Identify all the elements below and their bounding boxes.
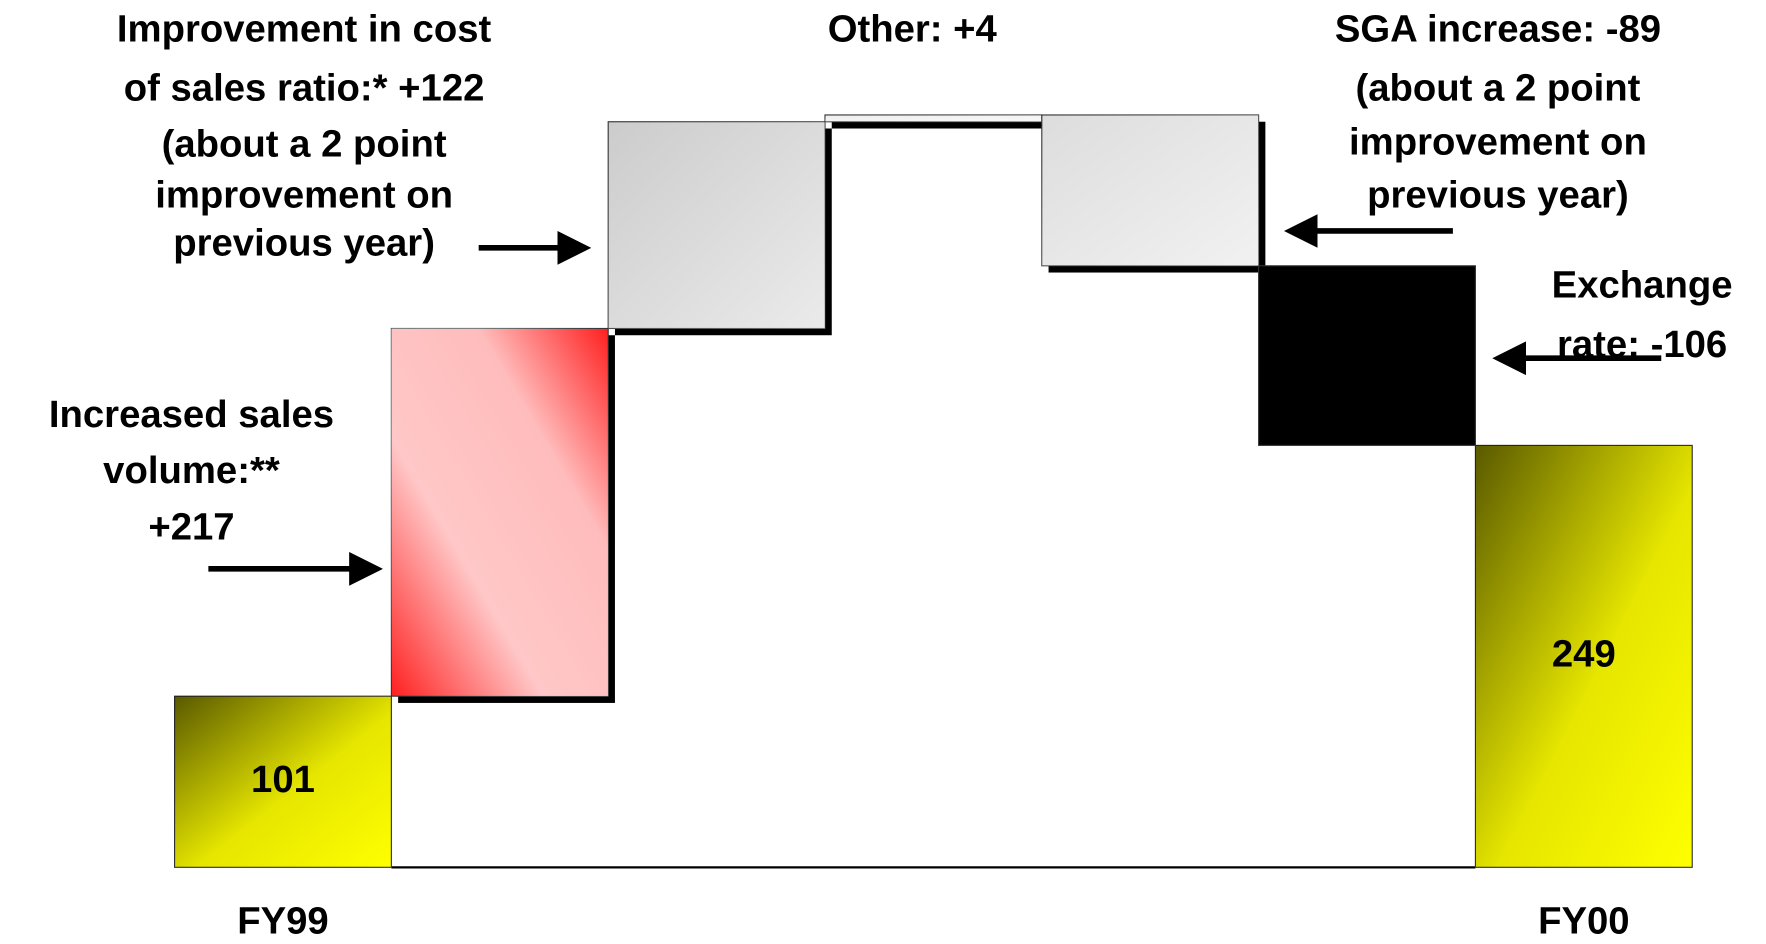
annotation: previous year) bbox=[173, 222, 435, 265]
bar-shading bbox=[174, 696, 392, 868]
bar bbox=[1258, 265, 1476, 446]
annotation: Increased sales bbox=[49, 393, 334, 436]
bar-shading bbox=[608, 121, 825, 329]
annotation: +217 bbox=[148, 506, 234, 549]
annotation: (about a 2 point bbox=[162, 123, 447, 166]
bar-shading bbox=[1475, 445, 1693, 868]
annotation: previous year) bbox=[1367, 173, 1629, 216]
x-tick-label: FY99 bbox=[237, 900, 328, 943]
annotation: volume:** bbox=[103, 449, 280, 492]
value-label: 249 bbox=[1552, 632, 1616, 675]
bar-shading bbox=[1041, 114, 1259, 266]
annotation: improvement on bbox=[1349, 120, 1647, 163]
annotation: Improvement in cost bbox=[117, 8, 492, 51]
annotation: improvement on bbox=[155, 173, 453, 216]
annotation: of sales ratio:* +122 bbox=[124, 66, 485, 109]
annotation: (about a 2 point bbox=[1355, 66, 1640, 109]
x-tick-label: FY00 bbox=[1538, 900, 1630, 943]
value-label: 101 bbox=[251, 758, 315, 801]
annotation: Other: +4 bbox=[828, 8, 998, 51]
annotation: Exchange bbox=[1552, 263, 1733, 306]
annotation: SGA increase: -89 bbox=[1335, 8, 1661, 51]
bar-shading bbox=[391, 328, 609, 697]
bar-shadow bbox=[831, 121, 1049, 129]
bar-shading bbox=[824, 114, 1042, 122]
